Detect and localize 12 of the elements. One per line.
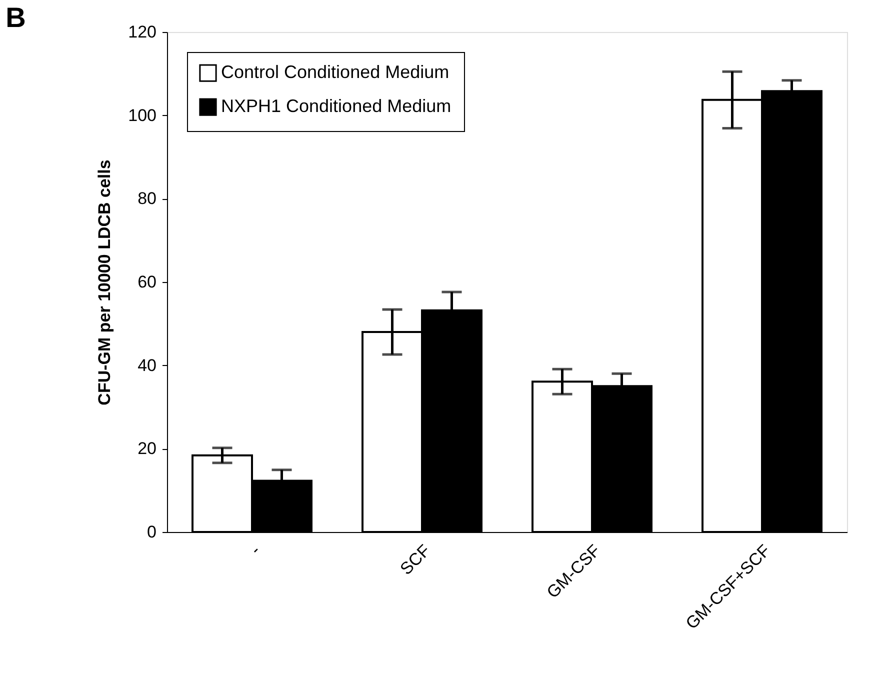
y-tick-label: 40 [138,356,156,375]
text: B [6,2,26,33]
legend-label: NXPH1 Conditioned Medium [221,96,452,116]
y-tick-label: 0 [147,522,156,542]
y-tick-label: 20 [138,439,156,458]
y-axis-title: CFU-GM per 10000 LDCB cells [95,160,114,406]
legend-label: Control Conditioned Medium [221,62,450,82]
y-tick-label: 100 [128,106,156,125]
y-tick-label: 80 [138,189,156,208]
x-tick-label: - [246,541,264,559]
y-tick-label: 60 [138,272,156,292]
y-tick-label: 120 [128,22,156,42]
